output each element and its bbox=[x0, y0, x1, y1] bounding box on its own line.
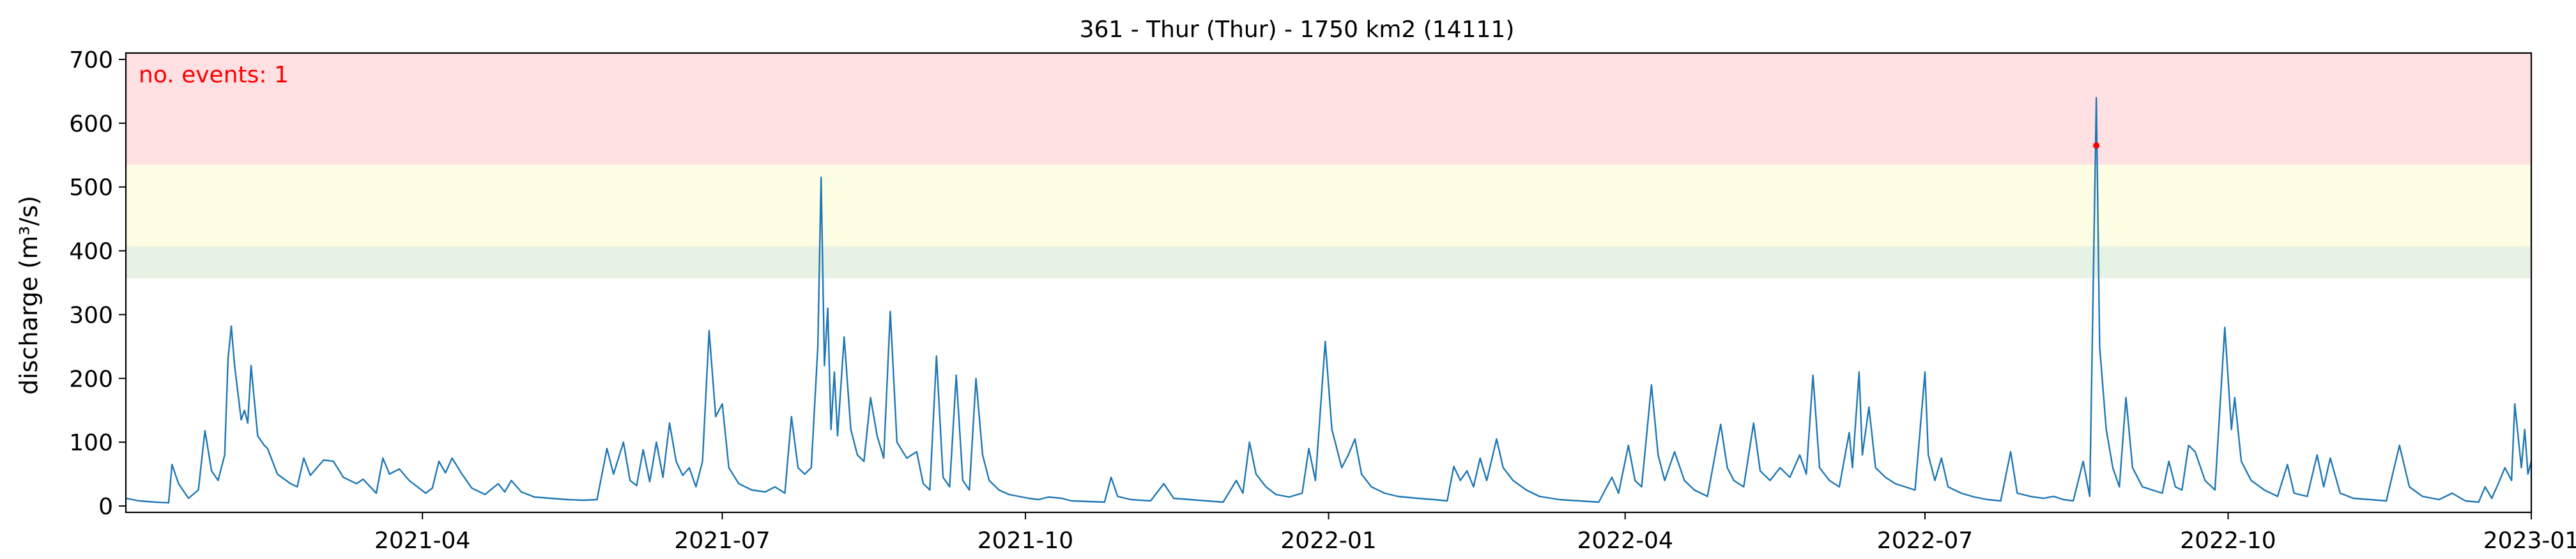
band-yellow bbox=[126, 164, 2531, 247]
x-tick-label: 2021-07 bbox=[674, 528, 770, 554]
threshold-bands bbox=[126, 53, 2531, 279]
x-tick-label: 2021-10 bbox=[977, 528, 1073, 554]
y-tick-label: 0 bbox=[98, 494, 113, 520]
x-tick-label: 2023-01 bbox=[2483, 528, 2576, 554]
events-annotation: no. events: 1 bbox=[139, 62, 289, 88]
y-tick-label: 300 bbox=[69, 302, 113, 328]
x-tick-label: 2022-01 bbox=[1280, 528, 1376, 554]
y-tick-label: 500 bbox=[69, 175, 113, 201]
y-tick-label: 200 bbox=[69, 366, 113, 392]
band-green bbox=[126, 246, 2531, 279]
band-red bbox=[126, 53, 2531, 165]
y-tick-label: 600 bbox=[69, 111, 113, 137]
series-line-discharge bbox=[125, 96, 2533, 504]
x-tick-label: 2022-10 bbox=[2180, 528, 2276, 554]
x-axis-ticks: 2021-04 2021-07 2021-10 2022-01 2022-04 2022-… bbox=[374, 512, 2576, 554]
y-axis-ticks: 0 100 200 300 400 500 600 700 bbox=[69, 47, 126, 520]
event-markers bbox=[2093, 142, 2100, 149]
x-tick-label: 2022-07 bbox=[1877, 528, 1973, 554]
y-axis-label: discharge (m³/s) bbox=[15, 195, 43, 395]
y-tick-label: 100 bbox=[69, 430, 113, 456]
chart-title: 361 - Thur (Thur) - 1750 km2 (14111) bbox=[1080, 17, 1515, 43]
plot-frame bbox=[125, 52, 2533, 514]
y-tick-label: 400 bbox=[69, 239, 113, 265]
x-tick-label: 2022-04 bbox=[1577, 528, 1673, 554]
y-tick-label: 700 bbox=[69, 47, 113, 73]
event-marker bbox=[2093, 142, 2100, 149]
x-tick-label: 2021-04 bbox=[374, 528, 470, 554]
